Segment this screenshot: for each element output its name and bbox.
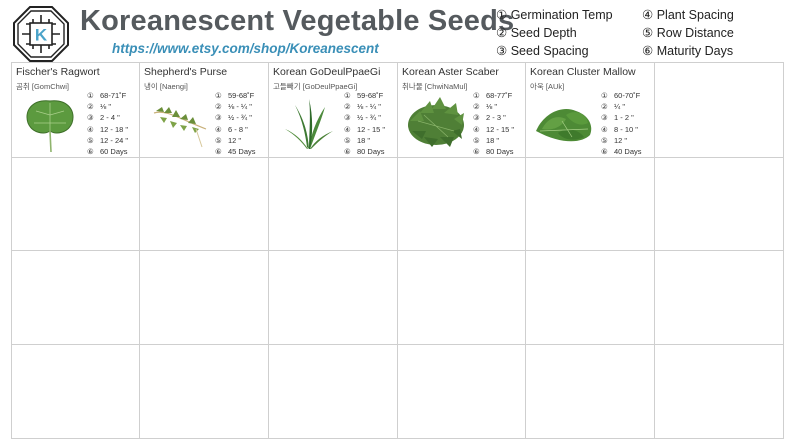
aster-scaber-icon	[408, 97, 464, 147]
stat-maturity-days: ⑥ 80 Days	[344, 147, 385, 157]
stat-plant-spacing: ④ 12 - 15 "	[344, 124, 386, 134]
plant-korean-name: 취나물 [ChwiNaMul]	[402, 82, 468, 91]
empty-cell	[655, 63, 784, 158]
seed-chart-grid: Fischer's Ragwort 곰취 [GomChwi] ① 68-71˚F …	[11, 62, 784, 439]
empty-cell	[655, 158, 784, 251]
legend-item: ③ Seed Spacing	[496, 44, 589, 58]
plant-name: Fischer's Ragwort	[16, 66, 100, 78]
empty-cell	[526, 345, 655, 439]
stat-plant-spacing: ④ 12 - 18 "	[87, 124, 129, 134]
stat-germination-temp: ① 59-68˚F	[215, 91, 255, 100]
legend-item: ① Germination Temp	[496, 8, 613, 22]
shop-url-link[interactable]: https://www.etsy.com/shop/Koreanescent	[112, 41, 379, 56]
plant-name: Korean GoDeulPpaeGi	[273, 66, 381, 78]
empty-cell	[140, 158, 269, 251]
stat-row-distance: ⑤ 18 "	[473, 135, 500, 145]
stat-row-distance: ⑤ 12 "	[215, 135, 242, 145]
plant-card-fischers-ragwort: Fischer's Ragwort 곰취 [GomChwi] ① 68-71˚F …	[12, 63, 140, 158]
legend-item: ② Seed Depth	[496, 26, 577, 40]
empty-cell	[398, 251, 526, 345]
header: K Koreanescent Vegetable Seeds https://w…	[0, 0, 794, 62]
ragwort-leaf-icon	[26, 100, 74, 153]
plant-name: Korean Aster Scaber	[402, 66, 499, 78]
stat-plant-spacing: ④ 12 - 15 "	[473, 124, 515, 134]
stat-row-distance: ⑤ 18 "	[344, 135, 371, 145]
empty-cell	[269, 158, 398, 251]
empty-cell	[12, 158, 140, 251]
stat-maturity-days: ⑥ 60 Days	[87, 147, 128, 157]
godeulppaegi-icon	[285, 99, 333, 149]
empty-cell	[12, 251, 140, 345]
empty-cell	[398, 158, 526, 251]
legend-column-2: ④ Plant Spacing ⑤ Row Distance ⑥ Maturit…	[642, 6, 734, 60]
legend-item: ⑥ Maturity Days	[642, 44, 734, 58]
shepherds-purse-icon	[153, 107, 207, 148]
logo-letter: K	[35, 26, 48, 45]
plant-korean-name: 고들빼기 [GoDeulPpaeGi]	[273, 82, 358, 91]
stat-germination-temp: ① 68-77˚F	[473, 91, 513, 100]
empty-cell	[655, 251, 784, 345]
empty-cell	[398, 345, 526, 439]
plant-korean-name: 아욱 [AUk]	[530, 82, 565, 91]
plant-card-korean-godeulppaegi: Korean GoDeulPpaeGi 고들빼기 [GoDeulPpaeGi] …	[269, 63, 398, 158]
page-title: Koreanescent Vegetable Seeds	[80, 5, 515, 37]
empty-cell	[526, 251, 655, 345]
stat-maturity-days: ⑥ 40 Days	[601, 147, 642, 157]
empty-cell	[269, 345, 398, 439]
stat-maturity-days: ⑥ 80 Days	[473, 147, 514, 157]
stat-germination-temp: ① 68-71˚F	[87, 91, 127, 100]
empty-cell	[655, 345, 784, 439]
stat-maturity-days: ⑥ 45 Days	[215, 147, 256, 157]
stat-germination-temp: ① 60-70˚F	[601, 91, 641, 100]
plant-card-korean-aster-scaber: Korean Aster Scaber 취나물 [ChwiNaMul] ① 68-…	[398, 63, 526, 158]
stat-row-distance: ⑤ 12 "	[601, 135, 628, 145]
stat-germination-temp: ① 59-68˚F	[344, 91, 384, 100]
plant-name: Korean Cluster Mallow	[530, 66, 636, 78]
legend-column-1: ① Germination Temp ② Seed Depth ③ Seed S…	[496, 6, 613, 60]
plant-card-korean-cluster-mallow: Korean Cluster Mallow 아욱 [AUk] ① 60-70˚F …	[526, 63, 655, 158]
legend-item: ④ Plant Spacing	[642, 8, 734, 22]
empty-cell	[140, 345, 269, 439]
koreanescent-logo-icon: K	[13, 6, 69, 62]
legend-item: ⑤ Row Distance	[642, 26, 734, 40]
plant-korean-name: 냉이 [Naengi]	[144, 82, 188, 91]
empty-cell	[526, 158, 655, 251]
empty-cell	[269, 251, 398, 345]
stat-row-distance: ⑤ 12 - 24 "	[87, 135, 129, 145]
plant-name: Shepherd's Purse	[144, 66, 228, 78]
cluster-mallow-icon	[536, 109, 592, 142]
plant-korean-name: 곰취 [GomChwi]	[16, 82, 69, 91]
empty-cell	[140, 251, 269, 345]
empty-cell	[12, 345, 140, 439]
